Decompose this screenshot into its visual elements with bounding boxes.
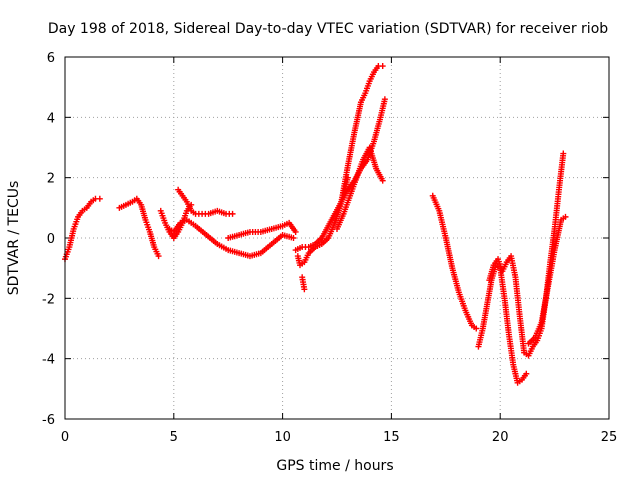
chart-title: Day 198 of 2018, Sidereal Day-to-day VTE… [48, 21, 608, 37]
series-arc-5 [166, 216, 297, 260]
y-tick-label: -4 [42, 353, 55, 368]
series-arc-2 [116, 195, 162, 260]
y-tick-label: 2 [47, 172, 55, 187]
series-arc-8 [292, 96, 388, 254]
series-arc-12 [429, 192, 480, 332]
series-arc-9 [331, 63, 386, 226]
data-point [523, 370, 530, 377]
series-arc-6 [225, 219, 299, 241]
data-points [62, 63, 569, 386]
plot-frame [64, 56, 610, 420]
x-axis-label: GPS time / hours [276, 458, 393, 474]
grid-lines [65, 57, 609, 419]
y-tick-label: 0 [47, 232, 55, 247]
data-point [560, 150, 567, 157]
y-tick-label: 4 [47, 111, 55, 126]
data-point [96, 195, 103, 202]
data-point [381, 96, 388, 103]
x-tick-label: 15 [383, 430, 400, 445]
data-point [292, 228, 299, 235]
series-arc-11 [299, 274, 308, 293]
axis-ticks: 0 5 10 15 20 25 -6 -4 -2 0 2 4 6 [42, 51, 617, 445]
x-tick-label: 20 [492, 430, 509, 445]
x-tick-label: 0 [61, 430, 69, 445]
y-tick-label: -2 [42, 292, 55, 307]
series-arc-4 [175, 186, 236, 217]
data-point [229, 210, 236, 217]
series-arc-10 [334, 144, 386, 232]
x-tick-label: 5 [170, 430, 178, 445]
data-point [301, 286, 308, 293]
data-point [379, 63, 386, 70]
y-axis-label: SDTVAR / TECUs [6, 181, 22, 296]
x-tick-label: 25 [601, 430, 618, 445]
y-tick-label: -6 [42, 413, 55, 428]
data-point [473, 325, 480, 332]
series-arc-1 [62, 195, 103, 263]
series-arc-15 [525, 213, 569, 347]
data-point [155, 253, 162, 260]
data-point [379, 177, 386, 184]
x-tick-label: 10 [274, 430, 291, 445]
data-point [562, 213, 569, 220]
data-point [290, 235, 297, 241]
y-tick-label: 6 [47, 51, 55, 66]
